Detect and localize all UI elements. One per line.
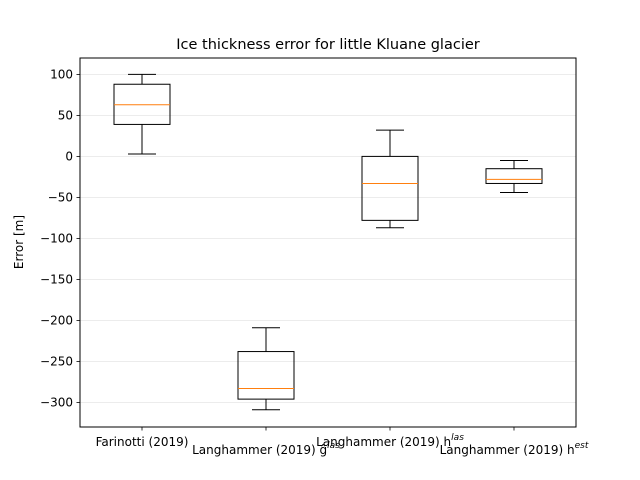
gridlines: [80, 74, 576, 403]
boxes: [113, 73, 543, 411]
y-tick-label: −50: [48, 191, 73, 205]
plot-area-frame: [79, 57, 577, 428]
y-tick-label: 50: [58, 109, 73, 123]
x-tick-label: Farinotti (2019): [96, 435, 189, 449]
y-tick-label: −300: [40, 396, 73, 410]
box-iqr: [361, 155, 419, 221]
y-tick-label: −200: [40, 314, 73, 328]
x-tick-label: Langhammer (2019) ĝlas: [192, 441, 340, 457]
box-iqr: [237, 351, 295, 400]
box-3: [361, 129, 419, 229]
box-iqr: [485, 168, 543, 184]
chart-title: Ice thickness error for little Kluane gl…: [176, 37, 479, 53]
box-4: [485, 160, 543, 193]
y-axis-label: Error [m]: [12, 215, 26, 269]
y-tick-label: −150: [40, 273, 73, 287]
box-1: [113, 73, 171, 155]
x-axis-ticks: Farinotti (2019)Langhammer (2019) ĝlasLa…: [96, 427, 589, 457]
y-tick-label: 0: [65, 150, 73, 164]
y-tick-label: −100: [40, 232, 73, 246]
y-axis-ticks: 100 50 0 −50 −100 −150 −200 −250 −300: [40, 68, 80, 410]
y-tick-label: 100: [50, 68, 73, 82]
y-tick-label: −250: [40, 355, 73, 369]
x-tick-label: Langhammer (2019) hlas: [316, 433, 464, 449]
x-tick-label: Langhammer (2019) hest: [440, 441, 589, 457]
box-2: [237, 327, 295, 411]
